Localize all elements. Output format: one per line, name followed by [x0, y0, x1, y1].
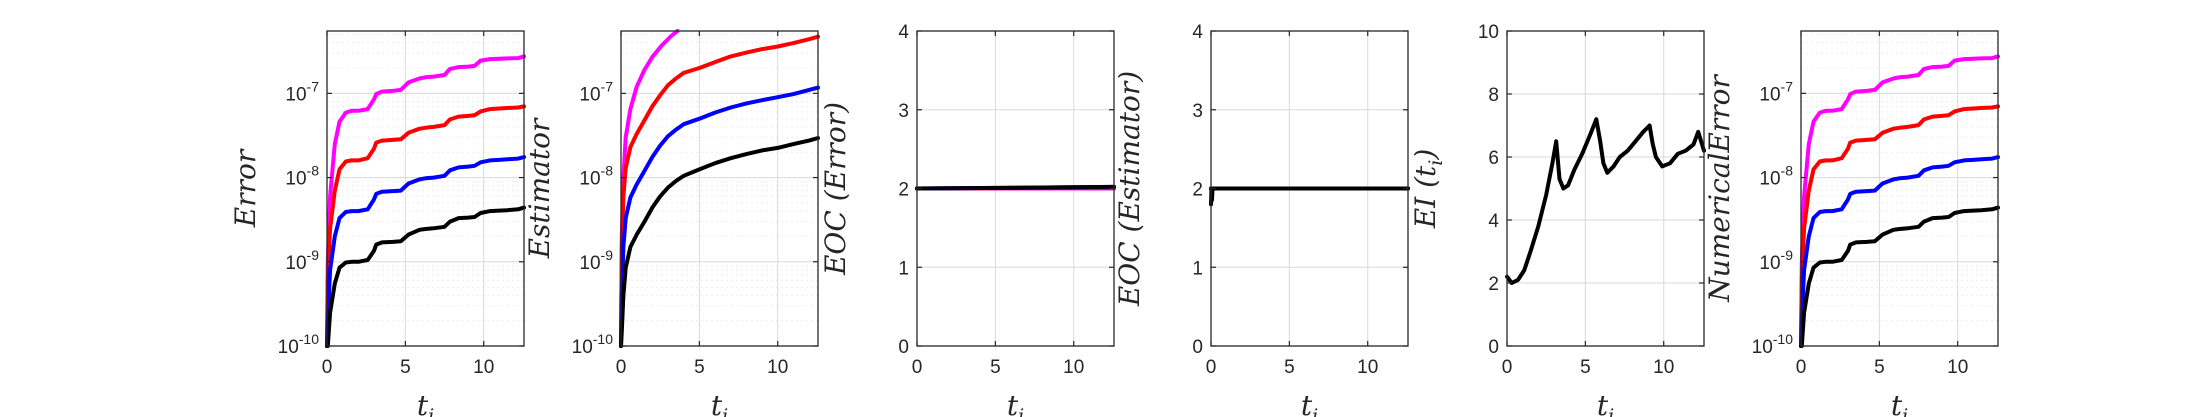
y-axis-label: EI (ti​) — [1409, 149, 1447, 230]
y-tick-label: 10-10 — [572, 331, 614, 358]
y-tick-label: 0 — [898, 337, 909, 358]
chart-panel-2: 0 5 10 10-10 10-9 10-8 10-7 ti​ Estimator — [523, 29, 820, 417]
x-tick-label: 0 — [1502, 357, 1513, 378]
y-tick-label: 10-9 — [285, 247, 319, 274]
series-line-blue — [1799, 155, 2000, 348]
y-tick-label: 4 — [1192, 22, 1203, 43]
y-tick-label: 10-8 — [285, 163, 319, 190]
chart-panel-6: 0 5 10 10-10 10-9 10-8 10-7 ti​ NumericalError — [1703, 30, 2000, 417]
x-tick-label: 10 — [1357, 357, 1378, 378]
y-tick-label: 10 — [1478, 22, 1499, 43]
y-tick-label: 1 — [898, 258, 909, 279]
series-line-red — [325, 104, 526, 348]
y-tick-label: 10-9 — [579, 247, 613, 274]
y-tick-label: 6 — [1488, 148, 1499, 169]
x-tick-label: 5 — [1580, 357, 1591, 378]
x-tick-label: 10 — [767, 357, 788, 378]
y-axis-label: EOC (Estimator) — [1113, 71, 1146, 307]
series-line-black — [1799, 205, 2000, 348]
y-axis-label: Estimator — [523, 117, 556, 259]
x-tick-label: 5 — [990, 357, 1001, 378]
y-tick-label: 3 — [898, 101, 909, 122]
series-line-black — [1505, 117, 1706, 285]
series-line-magenta — [325, 54, 526, 348]
y-tick-label: 2 — [1488, 274, 1499, 295]
y-tick-label: 10-10 — [1752, 331, 1794, 358]
y-tick-label: 10-7 — [1759, 78, 1793, 105]
x-tick-label: 5 — [1874, 357, 1885, 378]
series-line-blue — [325, 155, 526, 348]
x-tick-label: 10 — [1947, 357, 1968, 378]
x-axis-label: ti​ — [1007, 389, 1024, 417]
series-line-black — [619, 136, 820, 348]
y-tick-label: 2 — [1192, 180, 1203, 201]
x-axis-label: ti​ — [417, 389, 434, 417]
x-tick-label: 10 — [1653, 357, 1674, 378]
y-tick-label: 0 — [1488, 337, 1499, 358]
y-tick-label: 10-7 — [579, 78, 613, 105]
y-axis-label: EOC (Error) — [819, 102, 852, 276]
y-tick-label: 1 — [1192, 258, 1203, 279]
chart-panel-1: 0 5 10 10-10 10-9 10-8 10-7 ti​ Error — [229, 30, 526, 417]
axes-frame — [326, 30, 525, 347]
x-tick-label: 10 — [1063, 357, 1084, 378]
y-axis-label: NumericalError — [1703, 74, 1736, 303]
series-line-red — [1799, 104, 2000, 348]
x-tick-label: 0 — [322, 357, 333, 378]
chart-panel-4: 0 5 10 0 1 2 3 4 ti​ EOC (Estimator) — [1113, 22, 1410, 417]
series-line-black — [325, 205, 526, 348]
y-tick-label: 0 — [1192, 337, 1203, 358]
y-tick-label: 3 — [1192, 101, 1203, 122]
x-axis-label: ti​ — [1597, 389, 1614, 417]
y-tick-label: 4 — [1488, 211, 1499, 232]
axes-frame — [620, 30, 819, 347]
x-axis-label: ti​ — [711, 389, 728, 417]
y-tick-label: 10-8 — [579, 163, 613, 190]
x-tick-label: 5 — [1284, 357, 1295, 378]
x-tick-label: 0 — [1796, 357, 1807, 378]
series-line-black — [1209, 186, 1410, 207]
series-line-red — [619, 34, 820, 348]
y-tick-label: 10-9 — [1759, 247, 1793, 274]
x-tick-label: 0 — [912, 357, 923, 378]
chart-panel-3: 0 5 10 0 1 2 3 4 ti​ EOC (Error) — [819, 22, 1116, 417]
series-line-black — [915, 184, 1116, 191]
axes-frame — [1506, 30, 1705, 347]
y-tick-label: 4 — [898, 22, 909, 43]
x-axis-label: ti​ — [1301, 389, 1318, 417]
x-axis-label: ti​ — [1891, 389, 1908, 417]
y-tick-label: 10-10 — [278, 331, 320, 358]
chart-panel-5: 0 5 10 0 2 4 6 8 10 ti​ EI (ti​) — [1409, 22, 1706, 417]
y-tick-label: 10-7 — [285, 78, 319, 105]
y-tick-label: 10-8 — [1759, 163, 1793, 190]
axes-frame — [1800, 30, 1999, 347]
x-tick-label: 5 — [694, 357, 705, 378]
x-tick-label: 0 — [1206, 357, 1217, 378]
y-tick-label: 2 — [898, 180, 909, 201]
y-tick-label: 8 — [1488, 85, 1499, 106]
series-line-blue — [619, 85, 820, 348]
series-line-magenta — [1799, 54, 2000, 348]
y-axis-label: Error — [229, 148, 262, 228]
x-tick-label: 0 — [616, 357, 627, 378]
x-tick-label: 5 — [400, 357, 411, 378]
x-tick-label: 10 — [473, 357, 494, 378]
